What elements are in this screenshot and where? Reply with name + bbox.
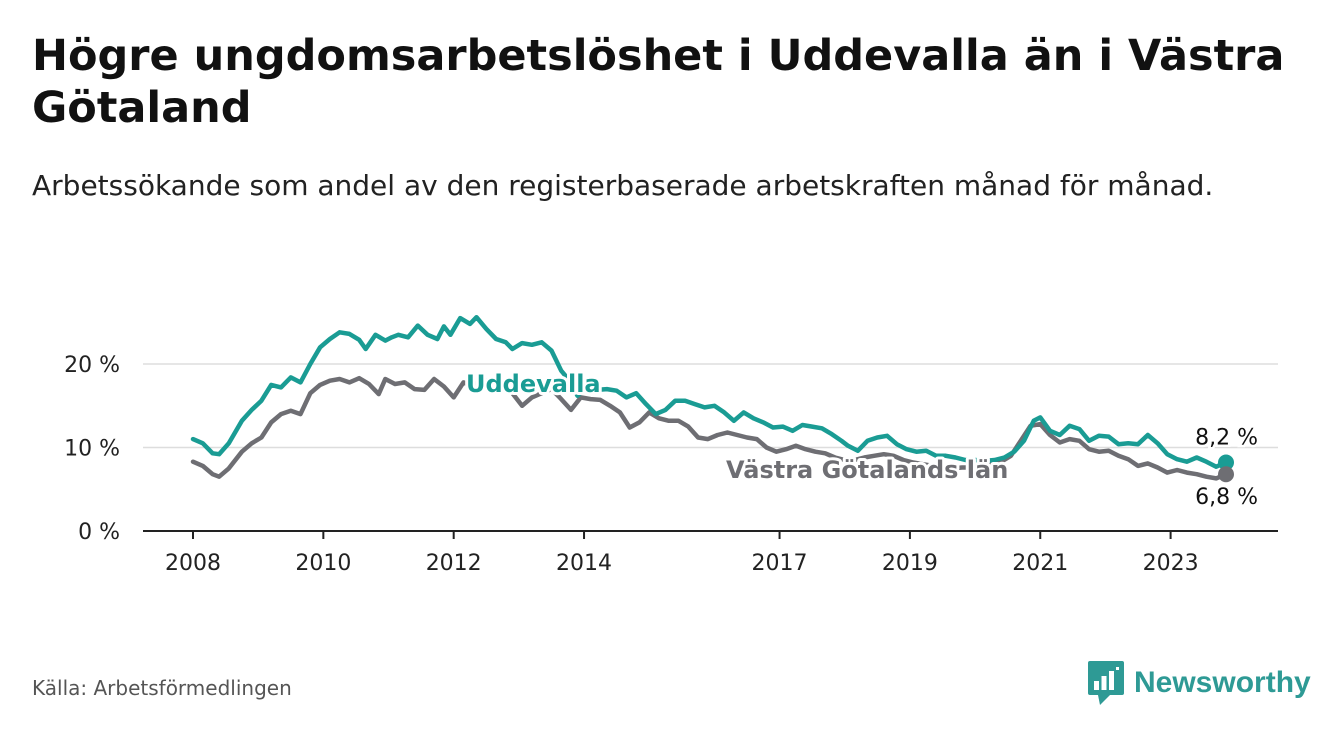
source-note: Källa: Arbetsförmedlingen <box>32 676 292 700</box>
x-tick-label: 2012 <box>426 551 482 576</box>
x-tick-label: 2014 <box>556 551 612 576</box>
x-tick-label: 2021 <box>1012 551 1068 576</box>
y-tick-label: 0 % <box>78 520 120 545</box>
chart-subtitle: Arbetssökande som andel av den registerb… <box>32 169 1214 202</box>
x-tick-label: 2010 <box>295 551 351 576</box>
y-tick-label: 10 % <box>64 437 120 462</box>
brand-name: Newsworthy <box>1134 666 1311 699</box>
series-label-vastra-gotaland: Västra Götalands län <box>726 456 1008 484</box>
series-lines <box>190 314 1229 481</box>
series-line-uddevalla <box>190 314 1229 469</box>
line-chart: 0 % 10 % 20 % 2008 2010 2012 2014 2017 2019 2021 2… <box>64 314 1278 576</box>
series-label-uddevalla: Uddevalla <box>466 370 601 398</box>
x-tick-label: 2023 <box>1143 551 1199 576</box>
bar-chart-speech-icon <box>1088 661 1124 705</box>
x-tick-label: 2019 <box>882 551 938 576</box>
end-value-label-vastra-gotaland: 6,8 % <box>1195 485 1258 510</box>
end-point-uddevalla <box>1218 454 1234 471</box>
end-value-label-uddevalla: 8,2 % <box>1195 426 1258 451</box>
x-tick-label: 2017 <box>752 551 808 576</box>
series-labels: Uddevalla Västra Götalands län 8,2 % 6,8 % <box>463 367 1261 513</box>
brand-logo[interactable]: Newsworthy <box>1088 660 1311 706</box>
y-tick-label: 20 % <box>64 353 120 378</box>
chart-title: Högre ungdomsarbetslöshet i Uddevalla än… <box>32 31 1285 133</box>
x-tick-label: 2008 <box>165 551 221 576</box>
end-point-vastra-gotaland <box>1218 466 1234 483</box>
series-line-vastra-gotaland <box>190 375 1229 481</box>
x-axis: 0 % 10 % 20 % 2008 2010 2012 2014 2017 2019 2021 2… <box>64 353 1278 576</box>
